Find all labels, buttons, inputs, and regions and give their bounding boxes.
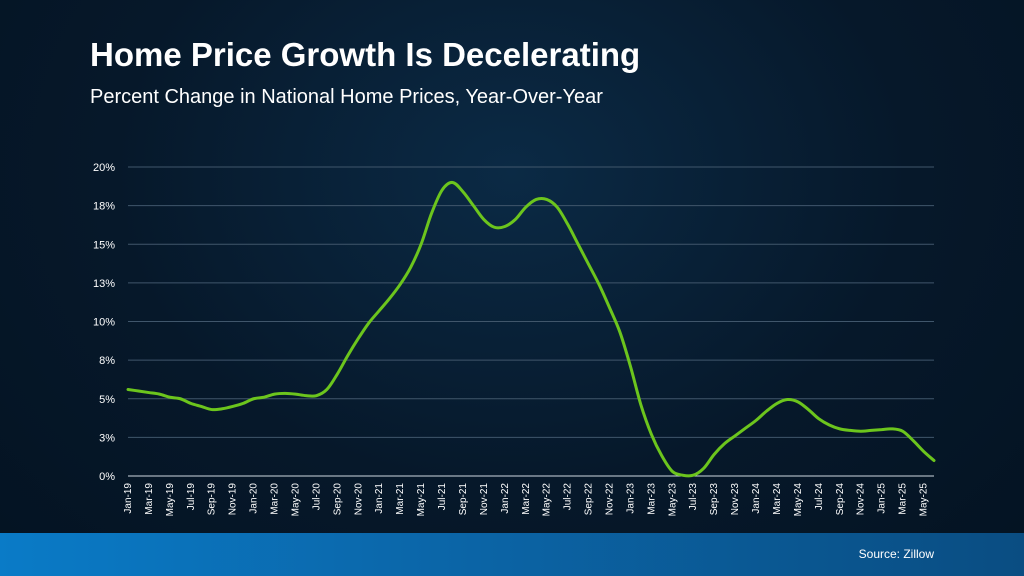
x-tick-label: Nov-20 — [353, 483, 364, 516]
x-tick-label: May-24 — [793, 483, 804, 517]
x-tick-label: May-19 — [165, 483, 176, 517]
x-tick-label: Mar-21 — [395, 483, 406, 515]
x-tick-label: May-20 — [290, 483, 301, 517]
x-tick-label: Mar-23 — [646, 483, 657, 515]
x-tick-label: Jan-22 — [500, 483, 511, 514]
y-tick-label: 10% — [93, 317, 115, 329]
x-tick-label: Sep-23 — [709, 483, 720, 516]
source-label: Source: Zillow — [858, 547, 934, 561]
x-tick-label: Jan-25 — [877, 483, 888, 514]
x-tick-label: Mar-20 — [270, 483, 281, 515]
x-tick-label: May-23 — [667, 483, 678, 517]
series-line — [126, 180, 936, 478]
x-tick-label: Nov-24 — [856, 483, 867, 516]
x-tick-label: Jul-23 — [688, 483, 699, 511]
y-tick-label: 8% — [99, 355, 115, 367]
x-tick-label: Jan-24 — [751, 483, 762, 514]
x-tick-label: Sep-20 — [332, 483, 343, 516]
x-tick-label: Sep-21 — [458, 483, 469, 516]
x-tick-label: Nov-22 — [605, 483, 616, 516]
x-tick-label: Sep-24 — [835, 483, 846, 516]
x-tick-label: Mar-24 — [772, 483, 783, 515]
x-tick-label: May-25 — [919, 483, 930, 517]
x-tick-label: Jul-19 — [186, 483, 197, 511]
y-tick-label: 15% — [93, 239, 115, 251]
x-tick-label: Mar-25 — [898, 483, 909, 515]
chart-subtitle: Percent Change in National Home Prices, … — [90, 86, 603, 108]
y-tick-label: 13% — [93, 278, 115, 290]
x-tick-label: Jan-23 — [625, 483, 636, 514]
x-tick-label: Jan-20 — [249, 483, 260, 514]
x-tick-label: Jul-24 — [814, 483, 825, 511]
y-tick-label: 5% — [99, 394, 115, 406]
x-tick-label: Nov-21 — [479, 483, 490, 516]
x-tick-label: May-22 — [542, 483, 553, 517]
x-tick-label: May-21 — [416, 483, 427, 517]
y-tick-label: 3% — [99, 432, 115, 444]
y-tick-label: 20% — [93, 162, 115, 174]
x-tick-label: Jul-22 — [563, 483, 574, 511]
x-tick-label: Nov-19 — [228, 483, 239, 516]
x-tick-label: Mar-19 — [144, 483, 155, 515]
x-tick-label: Jan-21 — [374, 483, 385, 514]
x-tick-label: Sep-22 — [584, 483, 595, 516]
chart-title: Home Price Growth Is Decelerating — [90, 36, 641, 73]
x-tick-label: Nov-23 — [730, 483, 741, 516]
footer-bar: Source: Zillow — [0, 533, 1024, 576]
x-tick-label: Jul-20 — [311, 483, 322, 511]
y-tick-label: 18% — [93, 201, 115, 213]
x-tick-label: Jan-19 — [123, 483, 134, 514]
x-tick-label: Jul-21 — [437, 483, 448, 511]
x-tick-label: Mar-22 — [521, 483, 532, 515]
x-tick-label: Sep-19 — [207, 483, 218, 516]
y-tick-label: 0% — [99, 471, 115, 483]
